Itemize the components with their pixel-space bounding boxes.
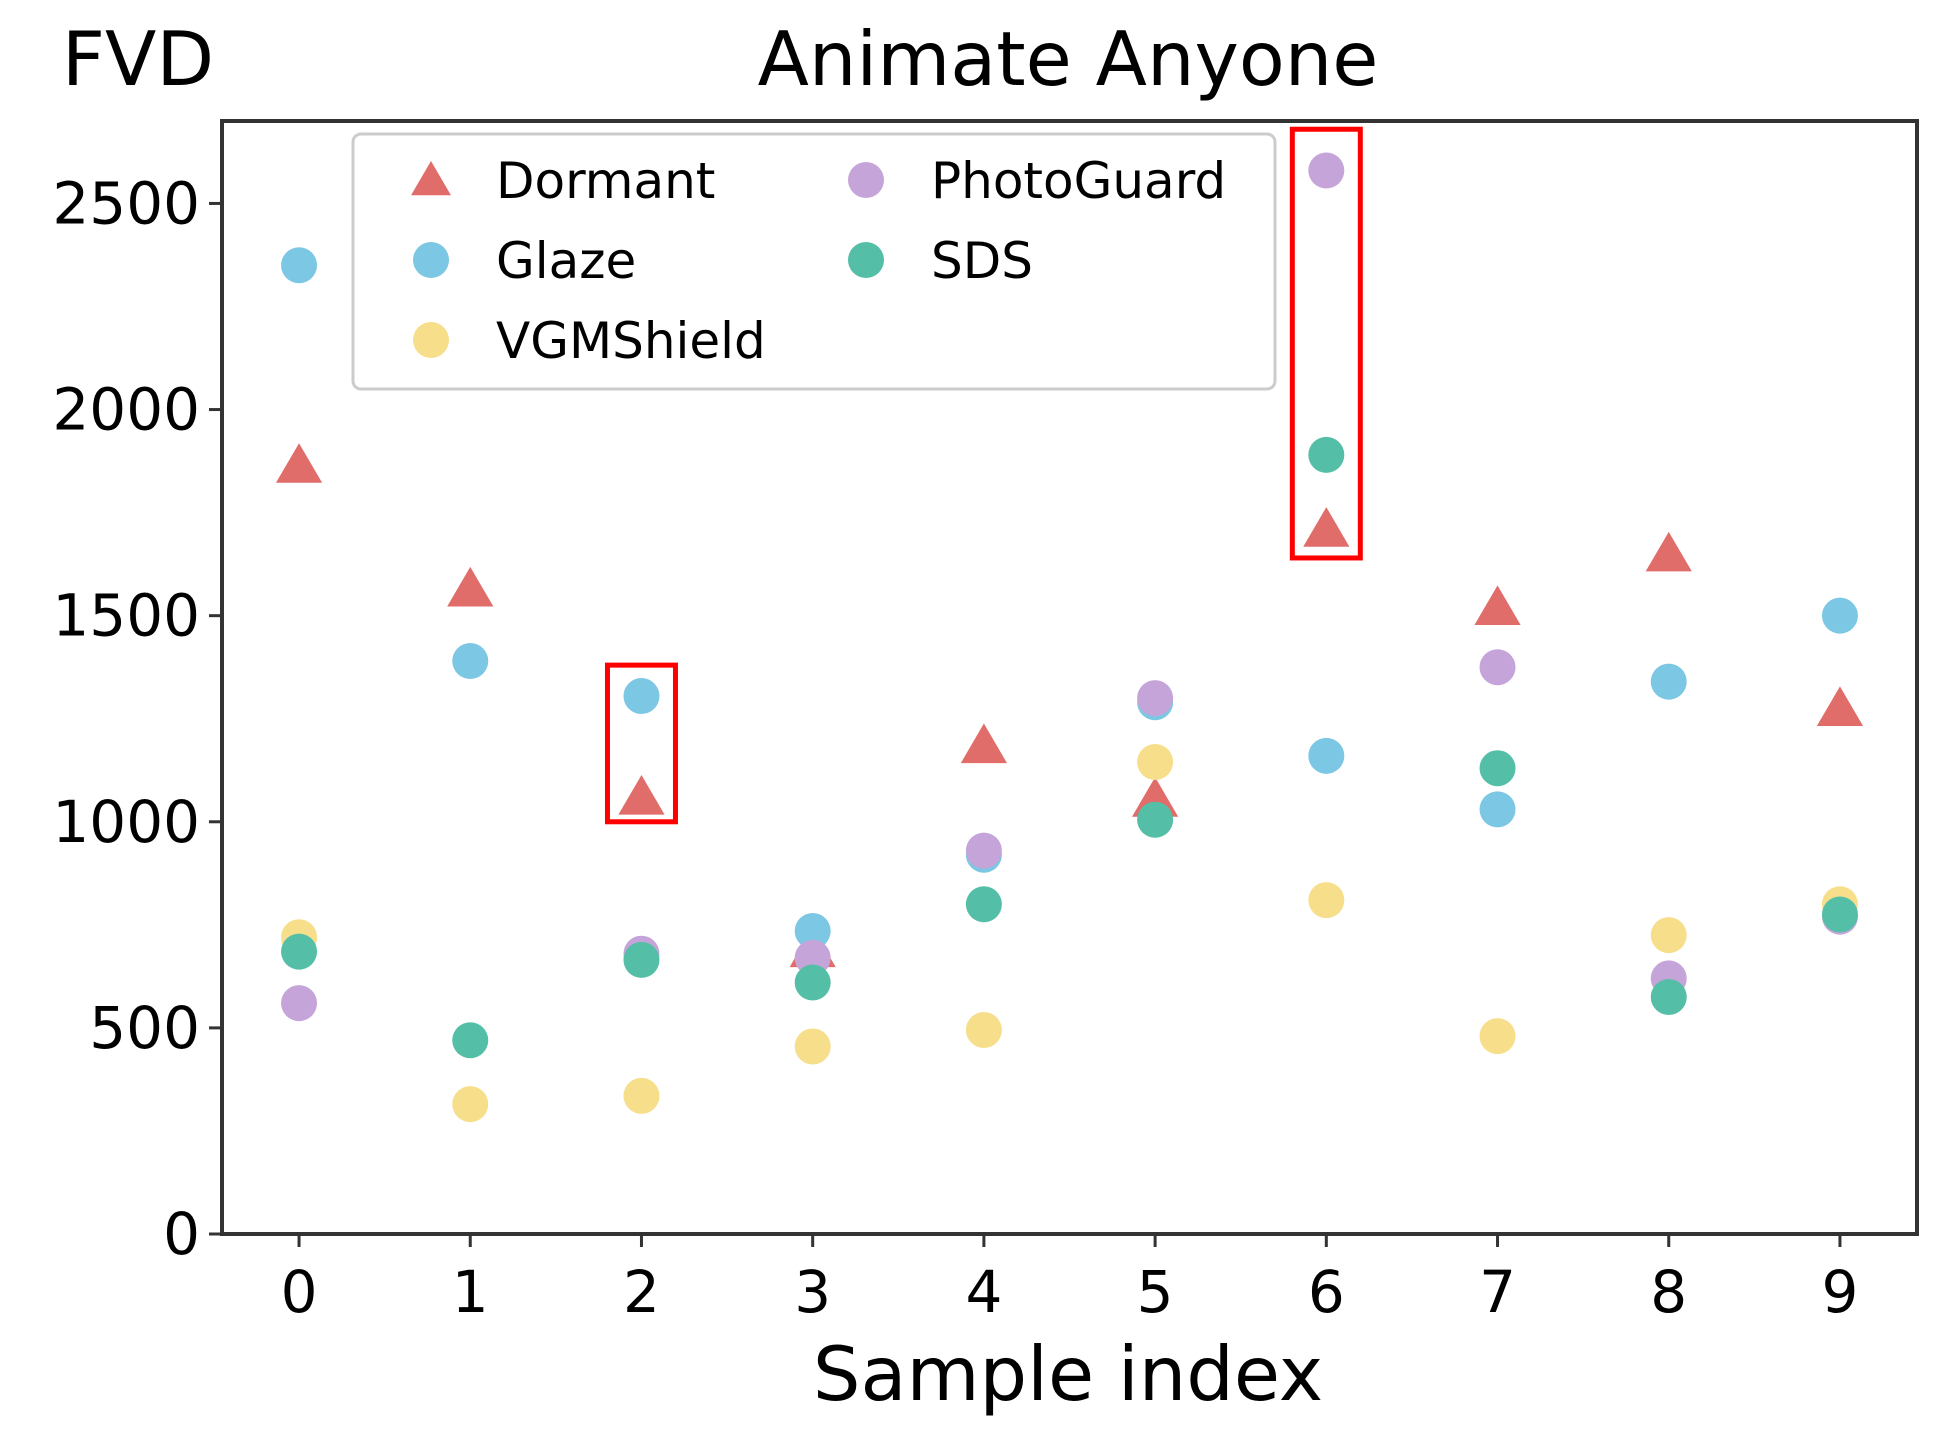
vgmshield-point (794, 1028, 831, 1065)
photoguard-point (1479, 649, 1516, 686)
vgmshield-point (1137, 744, 1174, 781)
x-axis-label: Sample index (813, 1330, 1323, 1418)
highlight-box (1289, 126, 1363, 561)
glaze-point (1821, 597, 1858, 634)
legend-photoguard-marker (848, 162, 884, 198)
glaze-point (794, 913, 831, 950)
photoguard-point (794, 939, 831, 976)
photoguard-point (965, 832, 1002, 869)
sds-point (965, 886, 1002, 923)
sds-point (1650, 978, 1687, 1015)
vgmshield-point (965, 1011, 1002, 1048)
x-tick-label: 3 (794, 1258, 831, 1326)
sds-point (623, 941, 660, 978)
plot-frame (220, 119, 1919, 1236)
y-tick-label: 500 (89, 994, 200, 1062)
glaze-point (623, 678, 660, 715)
x-tick-label: 2 (623, 1258, 660, 1326)
dormant-point (1816, 686, 1864, 727)
legend: Dormant Glaze VGMShield PhotoGuard SDS (351, 132, 1277, 391)
x-tick-label: 1 (452, 1258, 489, 1326)
legend-dormant-label: Dormant (496, 152, 715, 210)
glaze-point (1479, 791, 1516, 828)
dormant-point (447, 566, 494, 607)
photoguard-point (1137, 680, 1174, 717)
y-axis-label: FVD (62, 15, 214, 103)
sds-point (1821, 896, 1858, 933)
vgmshield-point (1650, 917, 1687, 954)
dormant-point (1645, 531, 1692, 572)
legend-dormant-marker (411, 161, 451, 196)
dormant-point (960, 723, 1007, 764)
x-tick-label: 6 (1308, 1258, 1345, 1326)
sds-point (1308, 436, 1345, 473)
sds-point (794, 964, 831, 1001)
glaze-point (281, 247, 318, 284)
sds-point (1137, 801, 1174, 838)
legend-frame (351, 132, 1277, 391)
y-tick-label: 2500 (52, 169, 200, 237)
legend-sds-marker (848, 242, 884, 278)
y-tick-label: 0 (163, 1200, 200, 1268)
sds-point (452, 1022, 489, 1059)
legend-glaze-marker (413, 242, 449, 278)
dormant-point (275, 443, 323, 483)
vgmshield-point (1479, 1018, 1516, 1055)
y-tick-label: 1000 (52, 788, 200, 856)
sds-point (281, 933, 318, 970)
dormant-point (1303, 507, 1350, 547)
dormant-point (618, 775, 665, 815)
plot-marks (275, 126, 1864, 1123)
highlight-box (604, 662, 678, 825)
legend-photoguard-label: PhotoGuard (931, 152, 1226, 210)
glaze-point (1308, 737, 1345, 774)
axis-ticks: 0 500 1000 1500 2000 2500 0 1 2 3 4 5 6 7 8 9 (52, 169, 1858, 1326)
legend-vgmshield-label: VGMShield (496, 312, 766, 370)
glaze-point (1650, 663, 1687, 700)
glaze-point (452, 643, 489, 680)
x-tick-label: 8 (1650, 1258, 1687, 1326)
chart-title: Animate Anyone (758, 15, 1379, 103)
legend-glaze-label: Glaze (496, 232, 636, 290)
vgmshield-point (452, 1086, 489, 1123)
x-tick-label: 0 (281, 1258, 318, 1326)
photoguard-point (281, 985, 318, 1022)
dormant-point (1474, 585, 1521, 626)
legend-sds-label: SDS (931, 232, 1033, 290)
x-tick-label: 4 (965, 1258, 1002, 1326)
vgmshield-point (1308, 882, 1345, 919)
vgmshield-point (623, 1077, 660, 1114)
sds-point (1479, 750, 1516, 787)
x-tick-label: 5 (1137, 1258, 1174, 1326)
y-tick-label: 2000 (52, 376, 200, 444)
photoguard-point (1308, 152, 1345, 189)
x-tick-label: 9 (1822, 1258, 1859, 1326)
x-tick-label: 7 (1479, 1258, 1516, 1326)
legend-vgmshield-marker (413, 322, 449, 358)
y-tick-label: 1500 (52, 582, 200, 650)
